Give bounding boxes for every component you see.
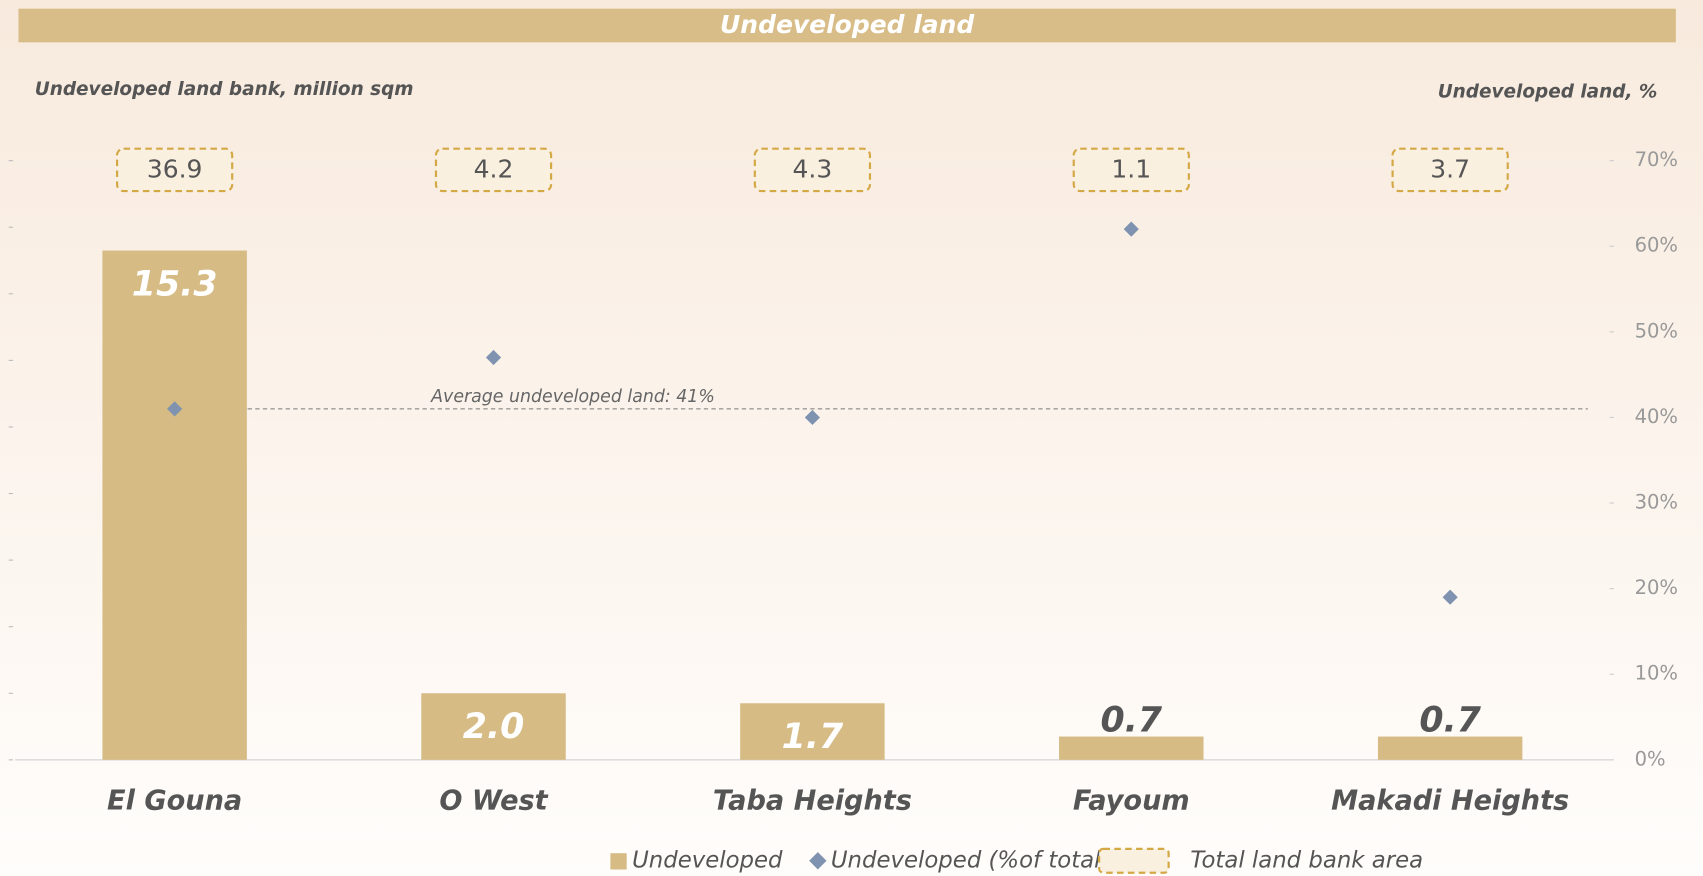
bar [421, 693, 566, 760]
total-box [1072, 147, 1190, 193]
total-label: 1.1 [1111, 154, 1151, 183]
y2-axis-label: Undeveloped land, % [1438, 81, 1658, 102]
y2-tick-label: 0% [1635, 747, 1666, 770]
y2-tick-label: 20% [1635, 576, 1678, 599]
bar [1377, 736, 1523, 760]
x-tick-label: Makadi Heights [1331, 786, 1569, 817]
chart-title: Undeveloped land [720, 10, 975, 39]
bar-value-label: 15.3 [132, 264, 218, 304]
legend-label: Total land bank area [1190, 847, 1423, 873]
y2-tick-label: 10% [1635, 662, 1678, 685]
bar-value-label: 2.0 [463, 707, 525, 747]
bar-value-label: 0.7 [1100, 700, 1162, 740]
total-box [1391, 147, 1509, 193]
total-box [115, 147, 234, 193]
diamond-marker [804, 409, 821, 426]
legend-label: Undeveloped [632, 847, 783, 873]
total-label: 3.7 [1430, 154, 1470, 183]
average-label: Average undeveloped land: 41% [430, 387, 715, 407]
total-box [753, 147, 872, 193]
bar [740, 703, 885, 760]
total-label: 4.2 [474, 154, 514, 183]
bar [102, 250, 247, 760]
diamond-marker [1123, 221, 1139, 237]
legend-swatch [610, 853, 627, 870]
y2-tick-label: 50% [1635, 319, 1678, 342]
x-tick-label: O West [439, 786, 548, 817]
x-tick-label: Taba Heights [713, 786, 912, 817]
bar-value-label: 0.7 [1419, 700, 1481, 740]
bar [1059, 736, 1204, 760]
title-bar [18, 8, 1676, 43]
bar-value-label: 1.7 [782, 717, 844, 757]
y2-tick-label: 60% [1635, 234, 1678, 257]
legend-swatch [1098, 847, 1170, 874]
y-axis-label: Undeveloped land bank, million sqm [35, 79, 414, 100]
x-tick-label: Fayoum [1073, 786, 1190, 817]
legend-label: Undeveloped (%of total) [831, 847, 1110, 873]
y2-tick-label: 70% [1635, 148, 1678, 171]
y2-tick-label: 40% [1635, 405, 1678, 428]
x-tick-label: El Gouna [107, 786, 242, 817]
y2-tick-label: 30% [1635, 491, 1678, 514]
total-box [434, 147, 553, 193]
total-label: 36.9 [147, 154, 203, 183]
total-label: 4.3 [793, 154, 833, 183]
diamond-marker [485, 349, 502, 366]
